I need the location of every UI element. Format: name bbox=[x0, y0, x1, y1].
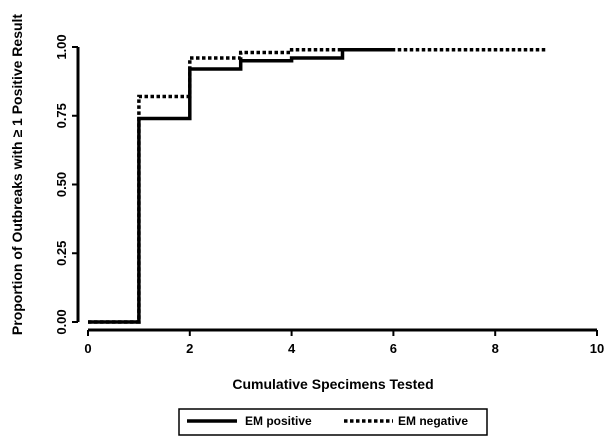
y-axis-title: Proportion of Outbreaks with ≥ 1 Positiv… bbox=[9, 14, 25, 336]
x-axis-title: Cumulative Specimens Tested bbox=[232, 376, 433, 392]
y-tick-label: 0.75 bbox=[54, 103, 69, 128]
y-tick-label: 0.25 bbox=[54, 241, 69, 266]
y-axis-ticks: 0.00 0.25 0.50 0.75 1.00 bbox=[54, 34, 78, 335]
x-tick-label: 8 bbox=[492, 341, 499, 356]
series-line-em-negative bbox=[88, 48, 547, 324]
series-lines bbox=[88, 48, 547, 324]
y-tick-label: 0.00 bbox=[54, 309, 69, 334]
plot-area: 0.00 0.25 0.50 0.75 1.00 0 2 4 6 8 10 bbox=[54, 34, 604, 356]
y-tick-label: 0.50 bbox=[54, 172, 69, 197]
x-tick-label: 4 bbox=[288, 341, 296, 356]
x-tick-label: 6 bbox=[390, 341, 397, 356]
series-line-em-positive bbox=[88, 48, 394, 324]
x-tick-label: 0 bbox=[84, 341, 91, 356]
legend: EM positive EM negative bbox=[178, 408, 488, 436]
x-axis-ticks: 0 2 4 6 8 10 bbox=[84, 330, 604, 356]
legend-label-em-positive: EM positive bbox=[245, 414, 312, 428]
x-tick-label: 2 bbox=[186, 341, 193, 356]
x-tick-label: 10 bbox=[590, 341, 604, 356]
y-tick-label: 1.00 bbox=[54, 34, 69, 59]
legend-label-em-negative: EM negative bbox=[398, 414, 468, 428]
